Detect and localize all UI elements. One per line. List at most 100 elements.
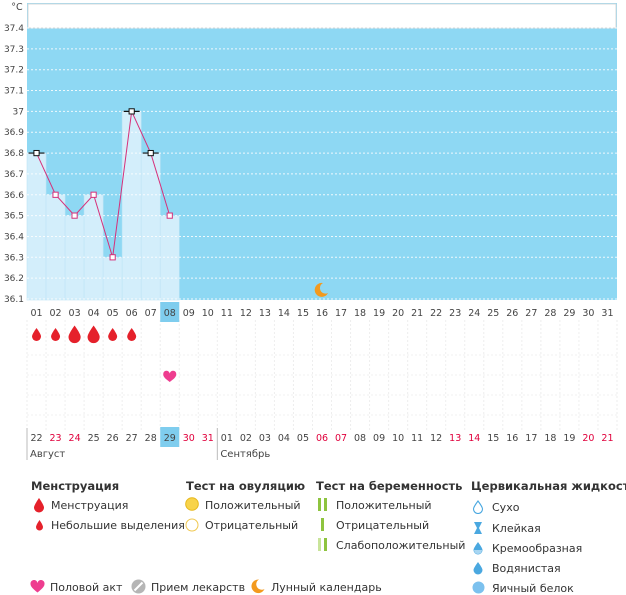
cycle-day-label: 02	[50, 308, 62, 319]
y-tick-label: 37	[13, 107, 24, 117]
ovulation-positive-icon	[185, 497, 199, 511]
cycle-day-label: 16	[316, 308, 328, 319]
y-tick-label: 36.5	[4, 212, 24, 222]
temperature-line	[36, 109, 171, 258]
calendar-date-label: 09	[373, 433, 385, 444]
chart-top-band	[27, 3, 617, 29]
creamy-icon	[473, 542, 483, 555]
calendar-date-label: 15	[487, 433, 499, 444]
calendar-date-label: 11	[411, 433, 423, 444]
calendar-date-label: 03	[259, 433, 271, 444]
cycle-day-label: 31	[601, 308, 613, 319]
calendar-date-label: 28	[145, 433, 157, 444]
y-tick-label: 36.1	[4, 295, 24, 305]
calendar-date-label: 26	[107, 433, 119, 444]
drop-icon	[34, 498, 44, 513]
cycle-day-label: 09	[183, 308, 195, 319]
legend: Менструация Менструация Небольшие выделе…	[0, 470, 626, 595]
calendar-date-label: 22	[30, 433, 42, 444]
legend-ovulation-positive-label: Положительный	[205, 499, 301, 512]
ovulation-negative-icon	[185, 518, 199, 532]
calendar-date-label: 06	[316, 433, 328, 444]
legend-cervical-creamy-label: Кремообразная	[492, 542, 583, 555]
spotting-drop	[32, 328, 42, 341]
calendar-date-label: 23	[50, 433, 62, 444]
moon-icon	[314, 282, 328, 297]
dry-icon	[472, 500, 484, 514]
cycle-day-label: 17	[335, 308, 347, 319]
legend-medication-label: Прием лекарств	[151, 581, 246, 594]
cycle-day-label: 29	[563, 308, 575, 319]
calendar-date-label: 12	[430, 433, 442, 444]
legend-intercourse-label: Половой акт	[50, 581, 123, 594]
legend-cervical-dry-label: Сухо	[492, 501, 520, 514]
calendar-date-label: 05	[297, 433, 309, 444]
calendar-date-label: 10	[392, 433, 404, 444]
today-date-highlight	[160, 427, 180, 447]
cycle-day-label: 24	[468, 308, 480, 319]
calendar-date-label: 02	[240, 433, 252, 444]
y-tick-label: 36.3	[4, 253, 24, 263]
y-tick-label: 37.3	[4, 45, 24, 55]
month-label: Август	[30, 449, 65, 460]
egg-white-icon	[472, 581, 485, 594]
calendar-date-label: 30	[183, 433, 195, 444]
y-unit-label: °C	[11, 2, 23, 13]
calendar-date-label: 16	[506, 433, 518, 444]
calendar-date-label: 04	[278, 433, 290, 444]
legend-menstruation-label: Менструация	[51, 499, 129, 512]
temperature-point	[90, 191, 97, 198]
spotting-drop	[127, 328, 137, 341]
cycle-day-label: 01	[30, 308, 42, 319]
pill-icon	[131, 579, 146, 594]
cycle-day-label: 30	[582, 308, 594, 319]
calendar-date-label: 25	[88, 433, 100, 444]
legend-cervical-sticky-label: Клейкая	[492, 522, 541, 535]
menstruation-drop	[87, 325, 100, 344]
temperature-point	[166, 212, 173, 219]
heart-icon	[163, 370, 177, 382]
y-tick-label: 36.7	[4, 170, 24, 180]
calendar-date-label: 24	[69, 433, 81, 444]
cycle-day-label: 12	[240, 308, 252, 319]
cycle-day-label: 19	[373, 308, 385, 319]
heart-icon	[30, 580, 45, 593]
legend-spotting-label: Небольшие выделения	[51, 519, 185, 532]
calendar-date-label: 13	[449, 433, 461, 444]
small-drop-icon	[36, 520, 43, 531]
temperature-point	[147, 149, 154, 157]
temperature-point	[109, 254, 116, 261]
calendar-date-label: 19	[563, 433, 575, 444]
cycle-day-label: 08	[164, 308, 176, 319]
legend-pregnancy-positive-label: Положительный	[336, 499, 432, 512]
cycle-day-label: 28	[544, 308, 556, 319]
y-tick-label: 36.6	[4, 191, 24, 201]
y-tick-label: 36.8	[4, 149, 24, 159]
pregnancy-negative-icon	[321, 518, 324, 531]
calendar-date-label: 29	[164, 433, 176, 444]
cycle-day-label: 13	[259, 308, 271, 319]
today-highlight	[160, 302, 180, 322]
calendar-date-label: 21	[601, 433, 613, 444]
cycle-day-label: 10	[202, 308, 214, 319]
legend-cervical-egg-white-label: Яичный белок	[492, 582, 574, 595]
cycle-day-label: 25	[487, 308, 499, 319]
cycle-day-label: 27	[525, 308, 537, 319]
y-tick-label: 36.9	[4, 128, 24, 138]
y-tick-label: 37.1	[4, 87, 24, 97]
spotting-drop	[51, 328, 61, 341]
legend-pregnancy-title: Тест на беременность	[316, 479, 463, 493]
cycle-day-label: 07	[145, 308, 157, 319]
bbt-chart: 37.4 37.3 37.2 37.1 37 36.9 36.8 36.7 36.6 36.5 36…	[4, 2, 618, 460]
calendar-date-label: 08	[354, 433, 366, 444]
calendar-date-label: 14	[468, 433, 480, 444]
temperature-point	[52, 191, 59, 198]
cycle-day-label: 03	[69, 308, 81, 319]
temperature-point	[128, 108, 135, 115]
spotting-drop	[108, 328, 118, 341]
y-tick-label: 36.2	[4, 274, 24, 284]
month-label: Сентябрь	[220, 449, 270, 460]
legend-cervical-watery-label: Водянистая	[492, 562, 561, 575]
calendar-date-label: 31	[202, 433, 214, 444]
cycle-day-label: 06	[126, 308, 138, 319]
